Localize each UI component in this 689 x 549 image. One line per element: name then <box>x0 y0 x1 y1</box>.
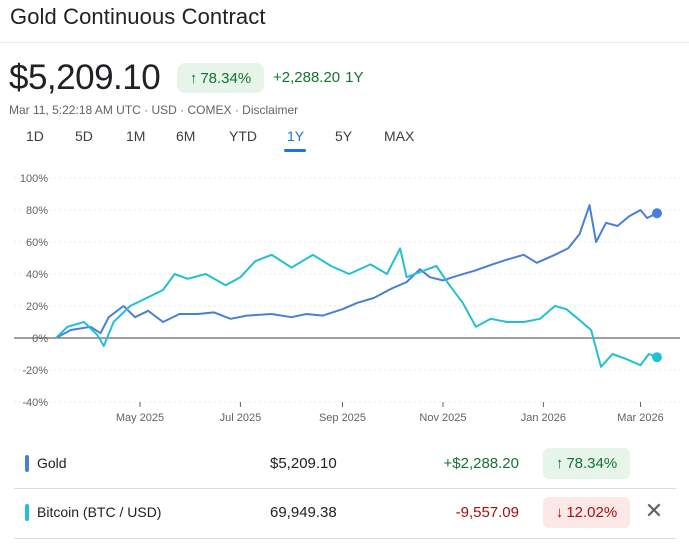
gold-change: +$2,288.20 <box>443 455 520 472</box>
gold-percent-badge: ↑ 78.34% <box>543 448 630 479</box>
x-tick-label: Nov 2025 <box>419 412 466 424</box>
tab-5y[interactable]: 5Y <box>335 128 353 144</box>
y-tick-label: 40% <box>26 269 48 281</box>
x-tick-label: Jan 2026 <box>521 412 566 424</box>
bitcoin-price: 69,949.38 <box>270 504 337 521</box>
x-tick-label: May 2025 <box>116 412 164 424</box>
y-tick-label: -40% <box>22 397 48 409</box>
gold-end-point <box>652 208 662 219</box>
tab-ytd[interactable]: YTD <box>229 128 257 144</box>
gold-swatch <box>25 455 29 472</box>
gold-percent: 78.34% <box>566 455 618 472</box>
y-tick-label: 80% <box>26 205 48 217</box>
page-title: Gold Continuous Contract <box>10 4 266 29</box>
x-tick-label: Jul 2025 <box>220 412 262 424</box>
bitcoin-swatch <box>25 504 29 521</box>
arrow-down-icon: ↓ <box>555 504 564 521</box>
arrow-up-icon: ↑ <box>189 69 198 87</box>
bitcoin-name: Bitcoin (BTC / USD) <box>37 504 162 520</box>
legend-row-bitcoin: Bitcoin (BTC / USD) 69,949.38 -9,557.09 … <box>0 490 689 536</box>
bitcoin-end-point <box>652 352 662 363</box>
y-tick-label: 0% <box>32 333 48 345</box>
bitcoin-change: -9,557.09 <box>455 504 519 521</box>
gold-line <box>55 204 658 339</box>
bitcoin-percent-badge: ↓ 12.02% <box>543 497 630 528</box>
comparison-chart: 100% 80% 60% 40% 20% 0% -20% -40% May 2025 Jul 20… <box>14 173 680 424</box>
x-tick-label: Sep 2025 <box>319 412 366 424</box>
tab-6m[interactable]: 6M <box>176 128 196 144</box>
tab-1m[interactable]: 1M <box>126 128 146 144</box>
current-price: $5,209.10 <box>9 58 161 97</box>
absolute-change: +2,288.20 1Y <box>273 69 364 86</box>
quote-meta: Mar 11, 5:22:18 AM UTC · USD · COMEX · D… <box>9 103 299 117</box>
legend-divider-bottom <box>14 538 676 539</box>
arrow-up-icon: ↑ <box>555 455 564 472</box>
tab-1y[interactable]: 1Y <box>287 128 305 144</box>
gold-name: Gold <box>37 455 67 471</box>
gold-price: $5,209.10 <box>270 455 337 472</box>
x-tick-label: Mar 2026 <box>617 412 663 424</box>
y-tick-label: 20% <box>26 301 48 313</box>
y-tick-label: 100% <box>20 173 48 185</box>
bitcoin-line <box>55 247 658 368</box>
title-divider <box>0 42 689 43</box>
absolute-change-value: +2,288.20 <box>273 69 341 86</box>
legend-divider <box>14 488 676 489</box>
percent-change-value: 78.34% <box>200 69 252 87</box>
bitcoin-percent: 12.02% <box>566 504 618 521</box>
y-tick-label: 60% <box>26 237 48 249</box>
tab-max[interactable]: MAX <box>384 128 415 144</box>
active-tab-indicator <box>284 149 306 152</box>
change-span-label: 1Y <box>345 69 364 86</box>
tab-1d[interactable]: 1D <box>26 128 44 144</box>
close-icon[interactable]: ✕ <box>644 498 664 523</box>
tab-5d[interactable]: 5D <box>75 128 93 144</box>
legend-row-gold: Gold $5,209.10 +$2,288.20 ↑ 78.34% <box>0 441 689 487</box>
y-tick-label: -20% <box>22 365 48 377</box>
percent-change-badge: ↑ 78.34% <box>177 63 264 93</box>
